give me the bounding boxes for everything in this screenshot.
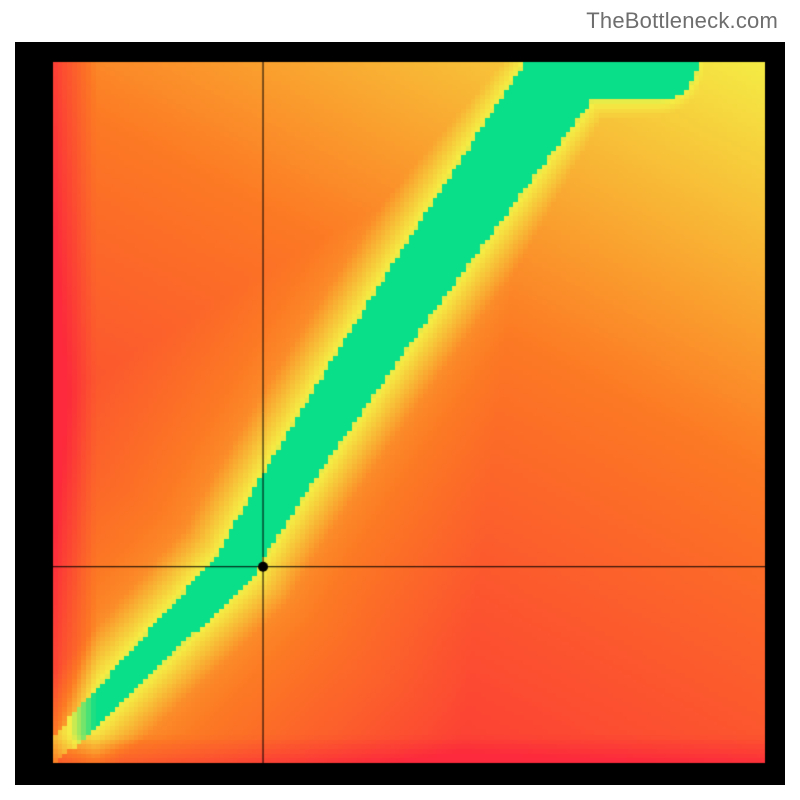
figure-frame: TheBottleneck.com (0, 0, 800, 800)
heatmap-plot (15, 42, 785, 785)
heatmap-canvas (15, 42, 785, 785)
credit-text: TheBottleneck.com (586, 8, 778, 34)
